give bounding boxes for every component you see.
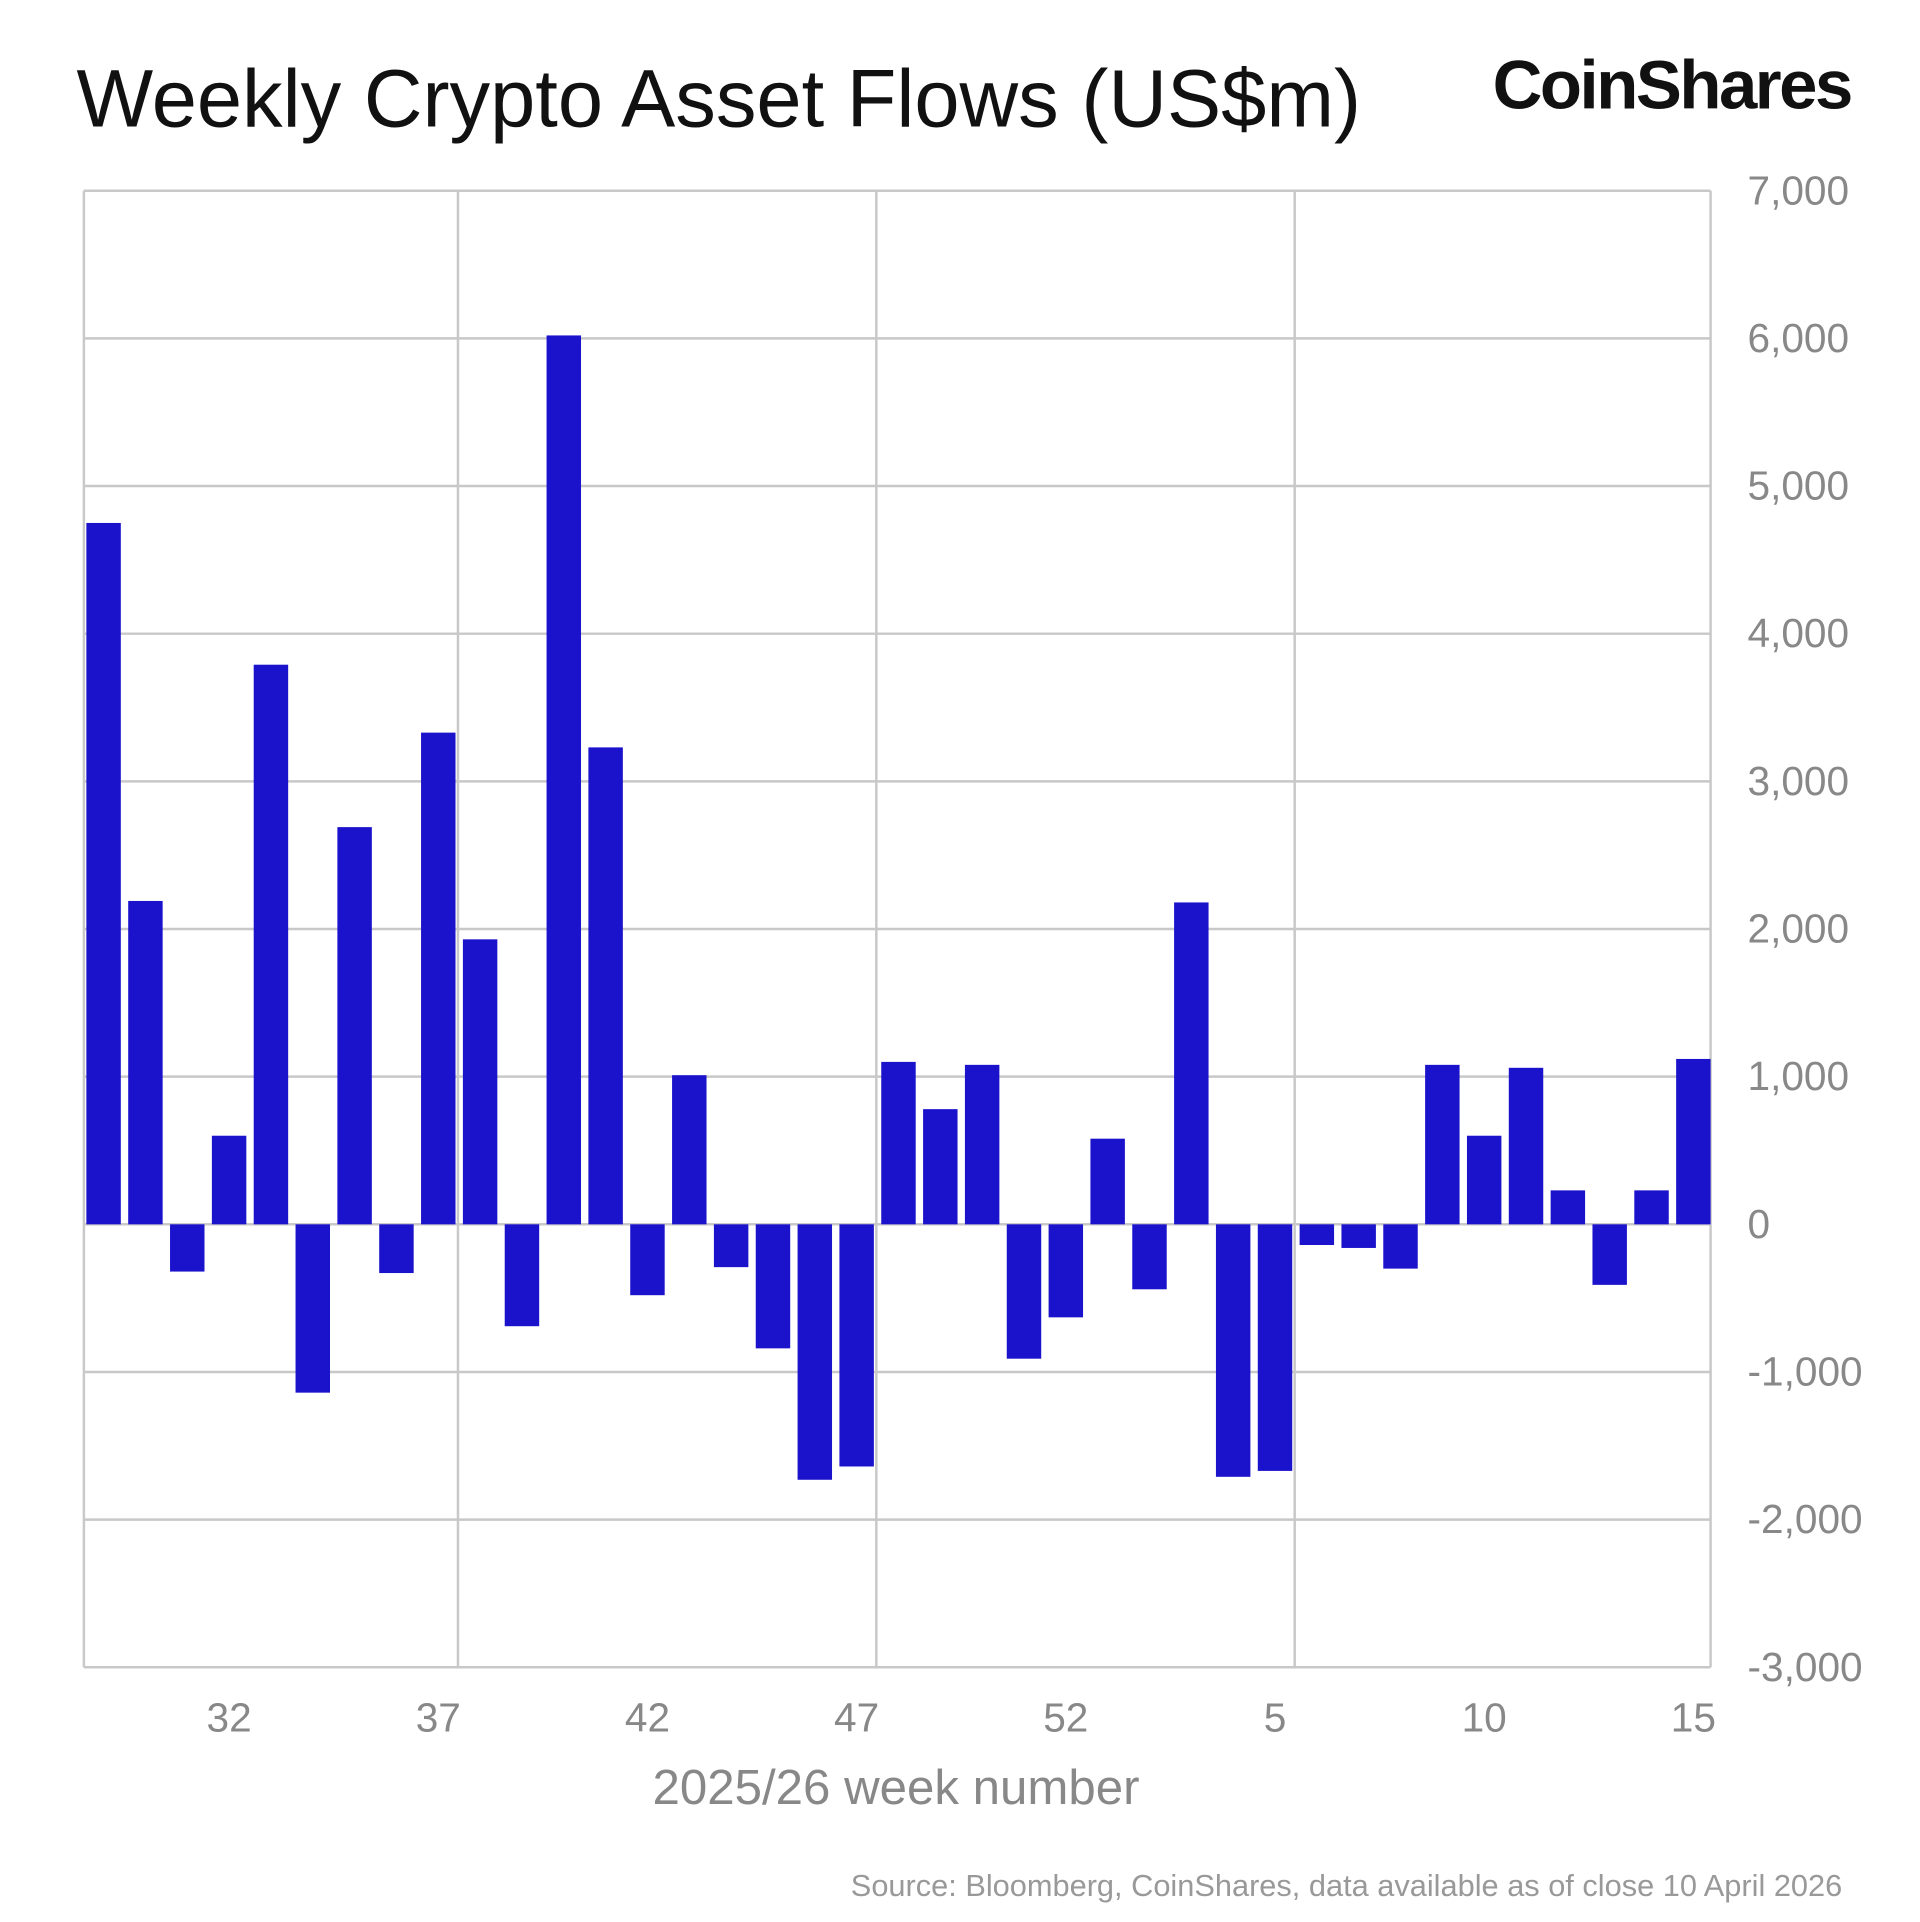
x-tick-label: 47 (834, 1694, 879, 1740)
y-tick-label: -3,000 (1748, 1644, 1863, 1690)
bar-week-2 (1132, 1224, 1167, 1290)
bar-week-14 (1634, 1190, 1669, 1225)
y-tick-label: 5,000 (1748, 463, 1850, 509)
bar-week-36 (379, 1224, 414, 1274)
bar-week-11 (1508, 1067, 1544, 1225)
bar-week-13 (1592, 1224, 1627, 1285)
bar-week-34 (295, 1224, 330, 1393)
bar-week-45 (755, 1224, 791, 1349)
bar-week-8 (1383, 1224, 1418, 1269)
bar-week-38 (462, 939, 498, 1225)
x-tick-label: 5 (1264, 1694, 1287, 1740)
source-note: Source: Bloomberg, CoinShares, data avai… (851, 1868, 1842, 1903)
bar-week-50 (964, 1064, 1000, 1225)
x-tick-label: 42 (625, 1694, 670, 1740)
y-tick-label: -1,000 (1748, 1349, 1863, 1395)
y-tick-label: 3,000 (1748, 758, 1850, 804)
bar-week-37 (421, 732, 456, 1225)
coinshares-logo: CoinShares (1493, 46, 1851, 123)
x-tick-label: 32 (207, 1694, 252, 1740)
bar-week-31 (170, 1224, 205, 1272)
x-tick-label: 15 (1671, 1694, 1716, 1740)
x-axis-label: 2025/26 week number (653, 1760, 1140, 1815)
bar-week-35 (337, 827, 372, 1225)
bar-week-3 (1174, 902, 1209, 1225)
y-tick-label: 0 (1748, 1201, 1771, 1247)
chart-title: Weekly Crypto Asset Flows (US$m) (77, 54, 1362, 145)
bar-week-48 (881, 1061, 916, 1225)
x-tick-label: 37 (416, 1694, 461, 1740)
bar-week-41 (588, 747, 623, 1225)
bar-week-12 (1550, 1190, 1586, 1225)
bar-week-1 (1090, 1138, 1125, 1225)
bar-week-10 (1466, 1135, 1502, 1225)
bar-week-32 (211, 1135, 247, 1225)
y-tick-label: -2,000 (1748, 1496, 1863, 1542)
x-axis: 32 37 42 47 52 5 10 15 (207, 1694, 1716, 1740)
bar-week-7 (1341, 1224, 1376, 1248)
bar-week-46 (797, 1224, 833, 1480)
y-tick-label: 4,000 (1748, 610, 1850, 656)
bar-week-4 (1215, 1224, 1251, 1477)
bar-week-33 (253, 664, 289, 1225)
bar-week-9 (1425, 1064, 1460, 1225)
x-tick-label: 10 (1462, 1694, 1507, 1740)
bar-week-49 (923, 1109, 958, 1225)
bar-week-51 (1006, 1224, 1042, 1359)
bar-week-30 (128, 900, 163, 1225)
y-tick-label: 1,000 (1748, 1053, 1850, 1099)
y-tick-label: 6,000 (1748, 315, 1850, 361)
bar-week-43 (672, 1075, 707, 1225)
bar-week-47 (839, 1224, 874, 1467)
bar-week-40 (546, 335, 582, 1225)
bar-week-52 (1048, 1224, 1084, 1318)
bars (86, 335, 1711, 1480)
bar-week-42 (630, 1224, 665, 1296)
y-axis: 7,000 6,000 5,000 4,000 3,000 2,000 1,000 0 -1,0… (1748, 167, 1863, 1690)
bar-week-6 (1299, 1224, 1335, 1245)
bar-week-39 (504, 1224, 540, 1327)
bar-week-15 (1676, 1058, 1711, 1225)
y-tick-label: 7,000 (1748, 167, 1850, 213)
x-tick-label: 52 (1043, 1694, 1088, 1740)
bar-week-29 (86, 522, 121, 1225)
bar-week-5 (1257, 1224, 1293, 1471)
y-tick-label: 2,000 (1748, 906, 1850, 952)
bar-week-44 (713, 1224, 749, 1268)
gridlines (82, 189, 1712, 1669)
